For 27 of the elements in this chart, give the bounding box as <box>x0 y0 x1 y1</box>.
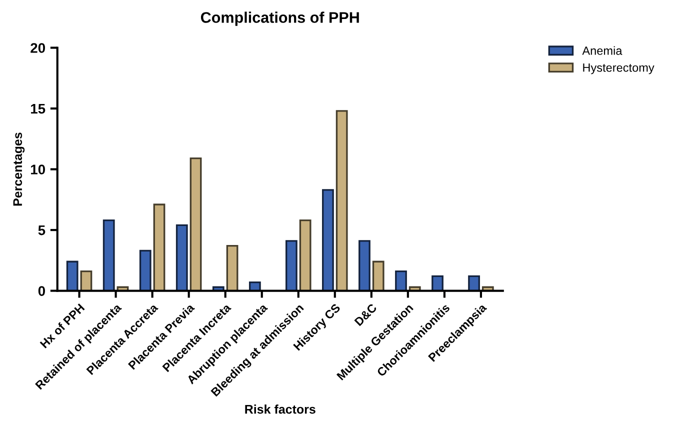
bar <box>336 110 348 291</box>
bar <box>226 244 238 291</box>
bar <box>176 224 188 291</box>
bar <box>322 189 334 291</box>
legend-label: Anemia <box>582 46 622 55</box>
bar <box>153 204 166 291</box>
bar <box>80 270 92 291</box>
bar <box>358 240 370 291</box>
bar <box>299 219 312 291</box>
legend-label: Hysterectomy <box>583 64 654 74</box>
y-tick-label: 15 <box>30 104 46 114</box>
y-axis-title: Percentages <box>13 132 25 206</box>
y-tick-label: 0 <box>38 286 45 296</box>
bar <box>66 260 78 291</box>
bar <box>286 240 298 291</box>
bar <box>372 260 384 291</box>
y-tick-label: 20 <box>30 43 45 53</box>
bar <box>468 275 480 291</box>
bar <box>432 275 444 291</box>
bar <box>190 157 202 291</box>
y-tick-label: 10 <box>30 164 45 174</box>
x-axis-title: Risk factors <box>245 404 316 414</box>
bar <box>102 219 115 291</box>
y-tick-label: 5 <box>38 225 46 236</box>
bar <box>395 270 407 291</box>
bar <box>139 250 152 291</box>
chart-title: Complications of PPH <box>200 12 359 26</box>
